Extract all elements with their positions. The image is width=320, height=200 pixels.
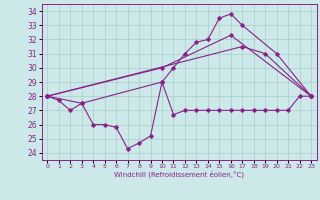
X-axis label: Windchill (Refroidissement éolien,°C): Windchill (Refroidissement éolien,°C) [114, 171, 244, 178]
